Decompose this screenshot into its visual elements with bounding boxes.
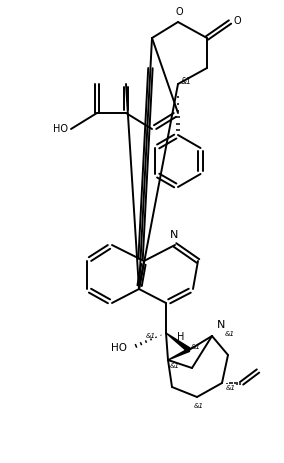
Text: HO: HO: [53, 124, 68, 134]
Text: &1: &1: [194, 403, 204, 409]
Polygon shape: [168, 349, 190, 360]
Text: &1: &1: [146, 333, 156, 339]
Text: &1: &1: [181, 77, 192, 87]
Text: O: O: [234, 16, 242, 26]
Text: &1: &1: [191, 344, 201, 350]
Text: &1: &1: [226, 385, 236, 391]
Text: &1: &1: [170, 363, 180, 369]
Polygon shape: [166, 333, 190, 352]
Text: N: N: [170, 230, 178, 240]
Text: H: H: [177, 332, 185, 342]
Text: O: O: [175, 7, 183, 17]
Text: &1: &1: [225, 331, 235, 337]
Text: N: N: [217, 320, 225, 330]
Text: HO: HO: [111, 343, 127, 353]
